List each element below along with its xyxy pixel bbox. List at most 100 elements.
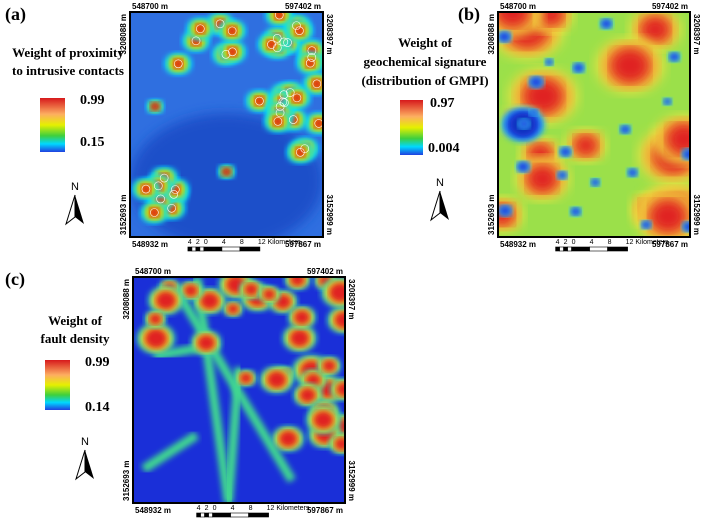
map-blob [499, 205, 511, 216]
map-blob [538, 12, 564, 26]
map-frame [497, 11, 691, 238]
scale-label: 12 Kilometers [626, 239, 669, 246]
map-blob [184, 284, 198, 297]
map-blob [244, 283, 259, 296]
scale-label: 4 [197, 505, 201, 512]
legend-max: 0.97 [430, 96, 455, 111]
north-label: N [436, 177, 444, 189]
coord: 3208088 m [119, 14, 128, 54]
scale-segment [221, 246, 241, 252]
scale-label: 0 [572, 239, 576, 246]
map-blob [290, 277, 305, 287]
map-blob [545, 58, 553, 66]
map-blob [322, 359, 336, 372]
north-arrow [65, 194, 76, 226]
map-frame [129, 11, 324, 238]
map-blob [573, 63, 584, 73]
contact [278, 97, 288, 107]
contact [305, 58, 315, 68]
contact [289, 115, 298, 124]
scale-segment [187, 246, 193, 252]
map-blob [305, 58, 316, 68]
color-ramp [400, 100, 423, 155]
north-arrow-fill [85, 450, 94, 479]
map-blob [263, 288, 276, 300]
map-blob [627, 168, 638, 177]
map-blob [197, 334, 215, 351]
panel: (b) Weight of geochemical signature (distri… [361, 2, 701, 252]
scale-label: 4 [590, 239, 594, 246]
map-blob [195, 23, 206, 34]
contact [285, 88, 295, 97]
scale-label: 0 [204, 239, 208, 246]
contact [279, 90, 289, 99]
map-blob [529, 76, 543, 88]
coord: 597867 m [285, 240, 321, 249]
panel: (c) Weight of fault density 0.99 0.14 N 548700… [5, 267, 356, 518]
scale-segment [212, 512, 231, 518]
contact [275, 108, 285, 118]
map-blob [334, 311, 345, 329]
coord: 3152693 m [487, 195, 496, 235]
map-frame [132, 276, 346, 504]
scale-segment [230, 512, 249, 518]
legend-min: 0.15 [80, 135, 105, 150]
map-blob [239, 372, 252, 384]
map-blob [305, 373, 321, 387]
coord: 597867 m [307, 506, 343, 515]
contact [150, 208, 159, 217]
map-blob [650, 200, 686, 233]
panel-label: (b) [458, 4, 480, 25]
legend-min: 0.004 [428, 141, 460, 156]
map-blob [560, 147, 571, 157]
coord: 548700 m [132, 2, 168, 11]
map-blob [611, 48, 649, 83]
coord: 3208088 m [487, 14, 496, 54]
legend-title: geochemical signature [364, 54, 487, 69]
scale-segment [567, 246, 572, 252]
contact [267, 40, 276, 49]
contact [156, 194, 165, 204]
contact [154, 181, 163, 191]
coord: 597402 m [307, 267, 343, 276]
map-raster [130, 12, 323, 237]
panel: (a) Weight of proximity to intrusive conta… [5, 2, 334, 252]
map-blob [145, 328, 167, 349]
legend-title: fault density [41, 331, 110, 346]
contact [171, 185, 180, 194]
map-blob [155, 291, 176, 310]
contact [169, 190, 179, 199]
map-blob [200, 292, 219, 310]
map-blob [295, 147, 306, 158]
contact [227, 26, 237, 36]
scale-label: 0 [213, 505, 217, 512]
map-blob [150, 102, 161, 111]
north-arrow-fill [440, 191, 449, 220]
scale-segment [191, 246, 197, 252]
contact [272, 34, 282, 43]
map-blob [227, 303, 239, 315]
scale-segment [607, 246, 628, 252]
scale-segment [239, 246, 261, 252]
map-blob [274, 12, 285, 20]
legend-max: 0.99 [85, 355, 110, 370]
map-blob [299, 387, 316, 403]
contact [307, 53, 317, 62]
scale-label: 4 [556, 239, 560, 246]
north-arrow-fill [75, 195, 84, 224]
coord: 597402 m [652, 2, 688, 11]
scale-label: 8 [608, 239, 612, 246]
coord: 3208397 m [692, 14, 701, 54]
coord: 3208088 m [122, 279, 131, 319]
map-raster [133, 277, 345, 503]
scale-label: 4 [188, 239, 192, 246]
contact [167, 203, 176, 213]
map-blob [574, 135, 598, 156]
map-blob [149, 313, 162, 325]
contact [191, 36, 201, 46]
map-blob [669, 52, 680, 62]
scale-segment [589, 246, 608, 252]
contact [173, 59, 183, 69]
scale-label: 2 [196, 239, 200, 246]
contact [228, 47, 237, 57]
